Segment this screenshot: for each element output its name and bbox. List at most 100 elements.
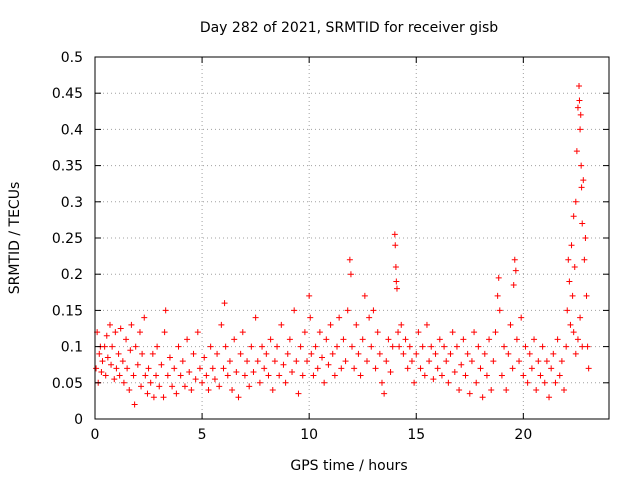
data-point xyxy=(108,361,115,368)
data-point xyxy=(473,379,480,386)
data-point xyxy=(237,350,244,357)
data-point xyxy=(363,358,370,365)
data-point xyxy=(224,372,231,379)
data-point xyxy=(537,372,544,379)
data-point xyxy=(396,343,403,350)
data-point xyxy=(583,292,590,299)
data-point xyxy=(483,372,490,379)
data-point xyxy=(513,336,520,343)
data-point xyxy=(164,372,171,379)
data-point xyxy=(199,379,206,386)
data-point xyxy=(349,343,355,350)
data-point xyxy=(565,256,572,263)
x-axis-label: GPS time / hours xyxy=(290,458,407,474)
data-point xyxy=(466,390,473,397)
data-point xyxy=(417,365,424,372)
data-point xyxy=(123,336,130,343)
chart-title: Day 282 of 2021, SRMTID for receiver gis… xyxy=(200,20,498,36)
data-point xyxy=(166,354,173,361)
data-point xyxy=(441,343,448,350)
data-point xyxy=(361,292,368,299)
data-point xyxy=(239,329,246,336)
data-point xyxy=(321,379,328,386)
data-point xyxy=(392,242,399,249)
data-point xyxy=(226,358,233,365)
data-point xyxy=(539,343,546,350)
data-point xyxy=(267,336,274,343)
data-point xyxy=(460,336,467,343)
y-tick-label: 0.25 xyxy=(52,231,83,247)
data-point xyxy=(572,350,579,357)
data-point xyxy=(177,372,184,379)
data-point xyxy=(550,350,557,357)
data-point xyxy=(340,336,347,343)
data-point xyxy=(329,350,336,357)
data-point xyxy=(297,343,304,350)
data-point xyxy=(449,329,456,336)
data-point xyxy=(244,358,251,365)
data-point xyxy=(331,372,338,379)
data-point xyxy=(541,379,548,386)
data-point xyxy=(134,361,141,368)
x-tick-label: 15 xyxy=(407,427,425,443)
data-point xyxy=(511,256,518,263)
data-point xyxy=(319,354,326,361)
data-point xyxy=(160,394,167,401)
y-tick-label: 0.4 xyxy=(61,122,83,138)
data-point xyxy=(106,321,113,328)
data-point xyxy=(552,379,559,386)
data-point xyxy=(406,343,413,350)
data-point xyxy=(104,354,111,361)
data-point xyxy=(533,387,540,394)
data-point xyxy=(366,314,373,321)
data-point xyxy=(117,325,124,332)
data-point xyxy=(269,387,276,394)
data-point xyxy=(99,358,106,365)
y-tick-label: 0.1 xyxy=(61,340,83,356)
data-point xyxy=(312,343,319,350)
data-point xyxy=(579,220,586,227)
data-point xyxy=(161,329,168,336)
data-point xyxy=(101,343,108,350)
data-point xyxy=(471,329,478,336)
data-point xyxy=(436,336,443,343)
data-point xyxy=(581,256,588,263)
data-point xyxy=(526,350,533,357)
data-point xyxy=(518,314,525,321)
data-point xyxy=(571,263,578,270)
data-point xyxy=(347,271,354,278)
data-point xyxy=(316,329,323,336)
data-point xyxy=(96,350,103,357)
data-point xyxy=(509,365,516,372)
data-point xyxy=(577,314,584,321)
data-point xyxy=(173,390,180,397)
data-point xyxy=(207,343,214,350)
data-point xyxy=(220,365,227,372)
data-point xyxy=(359,336,366,343)
data-point xyxy=(192,376,199,383)
y-tick-label: 0.15 xyxy=(52,303,83,319)
data-point xyxy=(556,372,563,379)
data-point xyxy=(443,358,450,365)
data-point xyxy=(116,372,123,379)
data-point xyxy=(561,387,568,394)
data-point xyxy=(254,358,261,365)
data-point xyxy=(145,365,152,372)
data-point xyxy=(201,354,208,361)
data-point xyxy=(261,365,268,372)
data-point xyxy=(481,350,488,357)
data-point xyxy=(505,350,512,357)
data-point xyxy=(543,358,550,365)
data-points xyxy=(93,82,592,408)
data-point xyxy=(144,390,151,397)
data-point xyxy=(127,347,134,354)
data-point xyxy=(216,383,223,390)
data-point xyxy=(584,343,591,350)
data-point xyxy=(445,379,452,386)
data-point xyxy=(395,329,402,336)
data-point xyxy=(387,368,394,375)
data-point xyxy=(291,307,298,314)
data-point xyxy=(102,372,109,379)
data-point xyxy=(141,314,148,321)
data-point xyxy=(419,343,426,350)
